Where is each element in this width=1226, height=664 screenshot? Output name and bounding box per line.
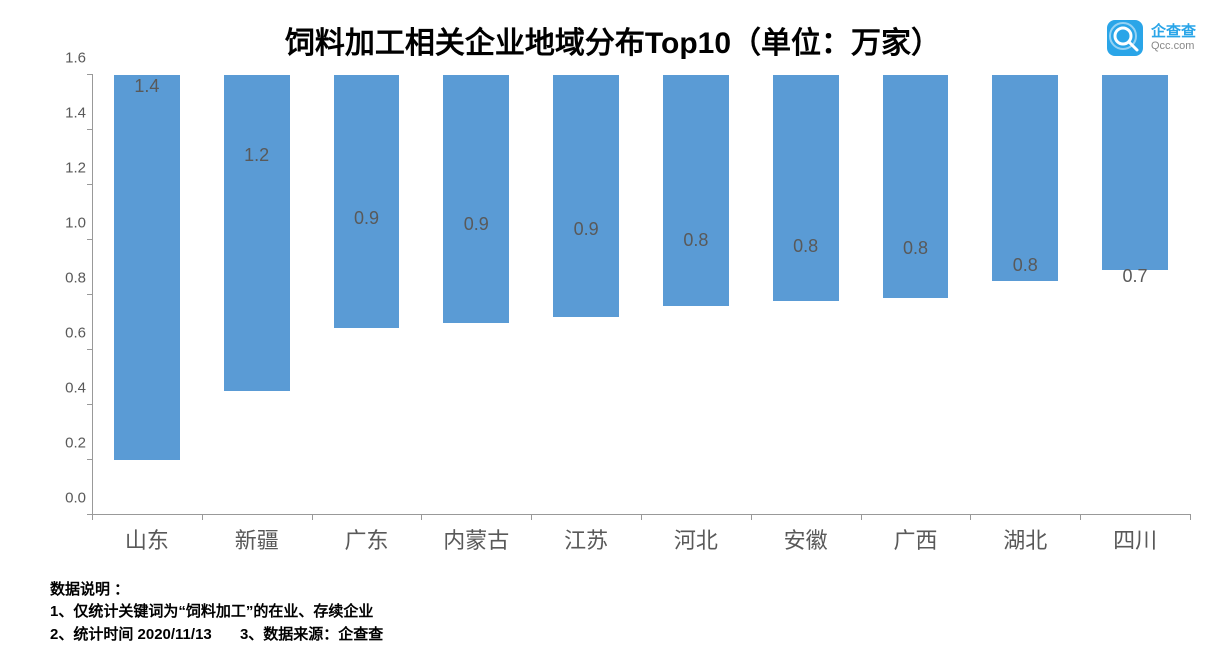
data-notes: 数据说明 ： 1、仅统计关键词为“饲料加工”的在业、存续企业 2、统计时间 20… [50,579,407,647]
bar [992,75,1058,281]
x-tick-mark [312,514,313,520]
x-axis-label: 安徽 [751,515,861,555]
bar-value-label: 0.8 [903,238,928,265]
bar-value-label: 0.9 [574,219,599,246]
bar-value-label: 0.8 [1013,255,1038,282]
bar [773,75,839,301]
x-axis-label: 湖北 [970,515,1080,555]
x-tick-mark [531,514,532,520]
bar-slot: 0.8 [751,75,861,515]
y-tick-label: 0.0 [65,490,86,507]
y-tick-label: 1.0 [65,215,86,232]
x-tick-mark [202,514,203,520]
note-line-1: 1、仅统计关键词为“饲料加工”的在业、存续企业 [50,601,407,624]
y-tick-label: 0.6 [65,325,86,342]
note-heading: 数据说明 ： [50,579,407,602]
bar-slot: 1.4 [92,75,202,515]
y-tick-label: 0.8 [65,270,86,287]
bar-value-label: 0.9 [354,208,379,235]
x-axis-label: 内蒙古 [421,515,531,555]
chart-title: 饲料加工相关企业地域分布Top10（单位：万家） [0,0,1226,62]
bar-chart: 0.00.20.40.60.81.01.21.41.6 1.41.20.90.9… [50,75,1200,555]
x-axis-label: 山东 [92,515,202,555]
bar-value-label: 0.8 [793,236,818,263]
x-axis-label: 四川 [1080,515,1190,555]
bar [114,75,180,460]
bar [224,75,290,391]
bar-slot: 1.2 [202,75,312,515]
x-tick-mark [421,514,422,520]
bar [443,75,509,323]
bar-slot: 0.8 [641,75,751,515]
note-line-2b: 3、数据来源：企查查 [240,626,383,643]
bar-value-label: 0.8 [683,230,708,257]
y-tick-label: 0.2 [65,435,86,452]
bar [334,75,400,328]
bar-value-label: 1.4 [134,76,159,103]
x-axis-label: 江苏 [531,515,641,555]
note-line-2a: 2、统计时间 2020/11/13 [50,626,212,643]
source-logo: 企查查 Qcc.com [1105,18,1196,58]
x-tick-mark [641,514,642,520]
y-axis: 0.00.20.40.60.81.01.21.41.6 [50,75,92,515]
x-tick-mark [751,514,752,520]
bar-slot: 0.9 [421,75,531,515]
logo-text-en: Qcc.com [1151,40,1196,52]
bar-slot: 0.7 [1080,75,1190,515]
bar-slot: 0.8 [970,75,1080,515]
plot-area: 1.4 1.2 0.9 0.9 0.9 0.8 0.8 0.8 0.8 0.7 [92,75,1190,515]
y-tick-label: 1.4 [65,105,86,122]
x-tick-mark [92,514,93,520]
y-tick-label: 0.4 [65,380,86,397]
x-tick-mark [861,514,862,520]
y-tick-label: 1.2 [65,160,86,177]
x-axis-label: 河北 [641,515,751,555]
qcc-logo-icon [1105,18,1145,58]
x-axis: 山东新疆广东内蒙古江苏河北安徽广西湖北四川 [92,515,1190,555]
logo-text-cn: 企查查 [1151,24,1196,41]
x-tick-mark [1190,514,1191,520]
bar-value-label: 0.9 [464,214,489,241]
x-axis-label: 广西 [861,515,971,555]
bar-slot: 0.9 [312,75,422,515]
bar [553,75,619,317]
bar-slot: 0.9 [531,75,641,515]
x-axis-label: 新疆 [202,515,312,555]
bar [1102,75,1168,270]
x-tick-mark [1080,514,1081,520]
bar-value-label: 1.2 [244,145,269,172]
x-tick-mark [970,514,971,520]
bar-value-label: 0.7 [1123,266,1148,293]
bar [663,75,729,306]
x-axis-label: 广东 [312,515,422,555]
bar-slot: 0.8 [861,75,971,515]
y-tick-label: 1.6 [65,50,86,67]
